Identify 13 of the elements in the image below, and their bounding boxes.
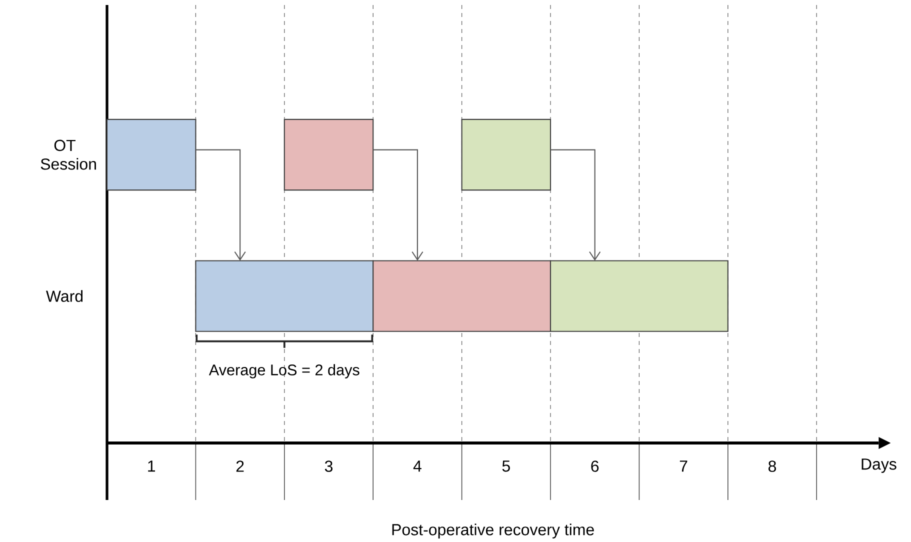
- x-tick-label: 3: [324, 460, 332, 472]
- x-tick-label: 2: [236, 460, 244, 472]
- x-tick-label: 6: [591, 460, 599, 472]
- x-tick-label: 1: [148, 460, 156, 472]
- x-axis-title: Post-operative recovery time: [392, 524, 594, 539]
- text: Days: [862, 458, 896, 473]
- x-tick-label: 5: [502, 460, 510, 472]
- x-tick-label: 7: [680, 460, 688, 472]
- x-tick-label: 8: [768, 460, 776, 472]
- annotation: Average LoS = 2 days: [208, 364, 360, 378]
- y-tick-label: OT Session: [40, 140, 96, 170]
- x-tick-label: 4: [413, 460, 422, 472]
- y-tick-label: Ward: [46, 290, 83, 302]
